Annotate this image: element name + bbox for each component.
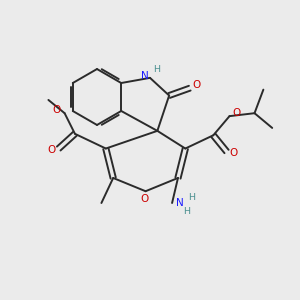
Text: O: O	[141, 194, 149, 204]
Text: O: O	[47, 145, 56, 155]
Text: H: H	[153, 64, 160, 74]
Text: N: N	[141, 71, 148, 81]
Text: O: O	[230, 148, 238, 158]
Text: O: O	[52, 105, 61, 115]
Text: O: O	[233, 108, 241, 118]
Text: H: H	[189, 193, 196, 202]
Text: H: H	[183, 207, 190, 216]
Text: N: N	[176, 198, 184, 208]
Text: O: O	[192, 80, 200, 90]
